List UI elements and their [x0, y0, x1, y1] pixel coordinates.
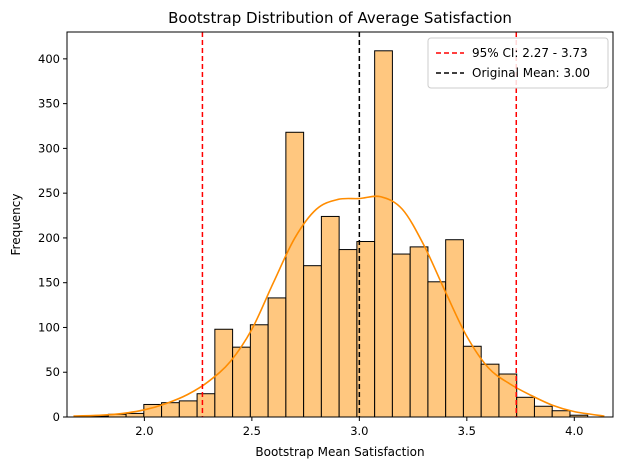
x-axis-label: Bootstrap Mean Satisfaction: [255, 445, 424, 459]
histogram-bar: [303, 265, 322, 418]
histogram-bar: [480, 363, 500, 418]
y-tick-label: 400: [38, 52, 60, 66]
histogram-bar: [427, 281, 447, 418]
histogram-bar: [214, 328, 234, 418]
legend-box: [427, 37, 609, 89]
y-tick-label: 300: [38, 141, 60, 155]
y-tick-label: 200: [38, 231, 60, 245]
histogram-bar: [533, 405, 553, 418]
histogram-bars: [90, 50, 589, 418]
histogram-bar: [498, 373, 518, 418]
histogram-bar: [249, 324, 269, 418]
kde-curve: [73, 195, 605, 417]
histogram-bar: [516, 396, 535, 418]
x-tick-label: 2.5: [243, 424, 261, 438]
histogram-bar: [338, 249, 358, 418]
reference-lines: [201, 32, 518, 417]
histogram-bar: [409, 246, 429, 418]
y-tick-label: 350: [38, 97, 60, 111]
histogram-bar: [391, 253, 411, 418]
histogram-bar: [320, 215, 340, 418]
legend-mean-label: Original Mean: 3.00: [472, 66, 590, 80]
y-tick-label: 250: [38, 186, 60, 200]
y-axis-label: Frequency: [9, 194, 23, 256]
histogram-bar: [267, 297, 287, 418]
kde-curve-group: [73, 195, 605, 417]
histogram-bar: [445, 239, 464, 418]
histogram-bar: [196, 393, 216, 418]
legend-ci-label: 95% CI: 2.27 - 3.73: [472, 46, 588, 60]
histogram-bar: [551, 410, 571, 418]
y-tick-label: 50: [45, 365, 60, 379]
x-tick-label: 3.0: [350, 424, 368, 438]
x-tick-label: 2.0: [135, 424, 153, 438]
legend: 95% CI: 2.27 - 3.73 Original Mean: 3.00: [427, 37, 609, 89]
y-tick-label: 150: [38, 276, 60, 290]
y-tick-label: 100: [38, 320, 60, 334]
x-axis-ticks: 2.0 2.5 3.0 3.5 4.0: [135, 417, 583, 438]
chart-title: Bootstrap Distribution of Average Satisf…: [168, 9, 512, 27]
x-tick-label: 4.0: [565, 424, 583, 438]
x-tick-label: 3.5: [458, 424, 476, 438]
histogram-bar: [232, 346, 251, 418]
histogram-bar: [178, 400, 198, 418]
histogram-bar: [285, 131, 305, 418]
y-tick-label: 0: [53, 410, 60, 424]
histogram-bar: [374, 50, 393, 418]
histogram-bar: [462, 345, 482, 418]
plot-frame: [66, 31, 614, 418]
y-axis-ticks: 0 50 100 150 200 250 300 350 400: [38, 52, 67, 424]
histogram-bar: [125, 412, 145, 418]
